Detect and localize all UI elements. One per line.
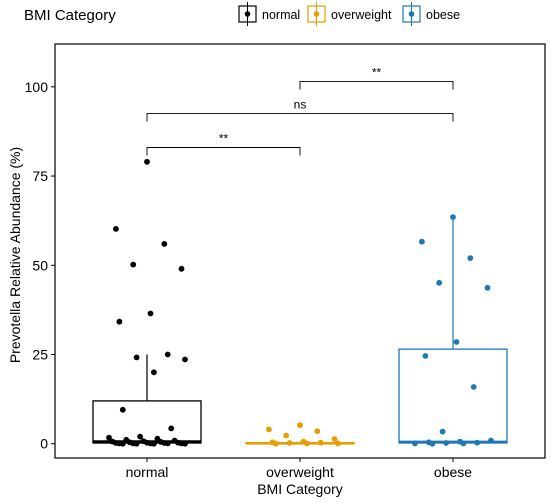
data-point xyxy=(467,255,474,261)
legend-key-point xyxy=(244,11,251,17)
data-point xyxy=(272,440,279,447)
data-point xyxy=(314,428,321,435)
data-point xyxy=(133,440,140,447)
data-point xyxy=(151,440,157,447)
legend-key xyxy=(402,2,421,26)
significance-bracket: ** xyxy=(146,132,301,156)
data-point xyxy=(304,440,310,447)
box-obese xyxy=(398,217,508,444)
significance-label: ** xyxy=(219,132,229,146)
y-tick-label: 50 xyxy=(32,257,48,273)
legend-key-point xyxy=(313,11,320,17)
data-point xyxy=(137,433,144,440)
data-point xyxy=(422,353,429,359)
data-point xyxy=(182,356,188,363)
data-point xyxy=(178,265,185,272)
data-point xyxy=(144,158,150,165)
data-point xyxy=(266,426,272,433)
legend-key-point xyxy=(408,11,415,17)
plot-area: ** ns ** 0 25 50 75 100 normal overweight obese xyxy=(25,43,546,480)
y-axis: 0 25 50 75 100 xyxy=(25,79,55,452)
data-point xyxy=(116,318,123,325)
x-axis: normal overweight obese xyxy=(126,458,472,480)
box-normal xyxy=(92,354,202,444)
legend-label: normal xyxy=(262,8,300,22)
data-point xyxy=(119,440,126,447)
legend-label: overweight xyxy=(331,8,392,22)
data-point xyxy=(161,241,168,247)
x-axis-title: BMI Category xyxy=(257,481,343,497)
data-point xyxy=(331,436,338,442)
legend-title: BMI Category xyxy=(24,7,116,24)
significance-bracket: ns xyxy=(146,98,454,122)
data-point xyxy=(130,261,137,268)
x-tick-label: obese xyxy=(434,464,472,480)
data-point xyxy=(419,238,425,245)
data-point xyxy=(439,428,446,435)
legend-item-obese: obese xyxy=(402,2,460,26)
data-point xyxy=(133,354,140,361)
data-point xyxy=(488,437,494,444)
data-point xyxy=(429,440,436,447)
legend-key xyxy=(307,2,326,26)
legend-key xyxy=(238,2,257,26)
data-point xyxy=(412,440,418,447)
data-point xyxy=(113,226,119,232)
data-point xyxy=(182,440,188,447)
y-axis-title: Prevotella Relative Abundance (%) xyxy=(7,147,23,363)
box-body xyxy=(398,348,508,444)
bracket-line xyxy=(299,81,454,90)
data-point xyxy=(147,310,154,317)
bracket-line xyxy=(146,147,301,156)
significance-bracket: ** xyxy=(299,65,454,90)
x-tick-label: overweight xyxy=(266,464,334,480)
y-tick-label: 25 xyxy=(32,347,48,363)
data-point xyxy=(297,422,303,429)
significance-label: ** xyxy=(372,65,382,79)
y-tick-label: 0 xyxy=(40,436,48,452)
data-point xyxy=(106,434,112,441)
data-point xyxy=(286,440,293,446)
legend-label: obese xyxy=(426,8,460,22)
data-point xyxy=(474,439,481,446)
data-point xyxy=(164,440,171,447)
data-point xyxy=(151,369,157,376)
y-tick-label: 100 xyxy=(25,79,49,95)
significance-label: ns xyxy=(294,98,307,112)
data-point xyxy=(164,351,171,358)
data-point xyxy=(335,440,341,447)
data-point xyxy=(119,406,126,413)
legend-item-normal: normal xyxy=(238,2,300,26)
data-point xyxy=(450,214,456,221)
data-point xyxy=(436,279,443,286)
bracket-line xyxy=(146,113,454,122)
data-point xyxy=(484,284,491,291)
legend: BMI Category normal overweight obese xyxy=(24,2,460,26)
y-tick-label: 75 xyxy=(32,168,48,184)
data-point xyxy=(168,425,175,432)
data-point xyxy=(460,440,467,447)
data-point xyxy=(317,439,324,446)
data-point xyxy=(443,440,449,446)
legend-item-overweight: overweight xyxy=(307,2,392,26)
x-tick-label: normal xyxy=(126,464,169,480)
data-point xyxy=(470,384,477,390)
data-point xyxy=(453,339,460,345)
data-point xyxy=(283,432,290,439)
